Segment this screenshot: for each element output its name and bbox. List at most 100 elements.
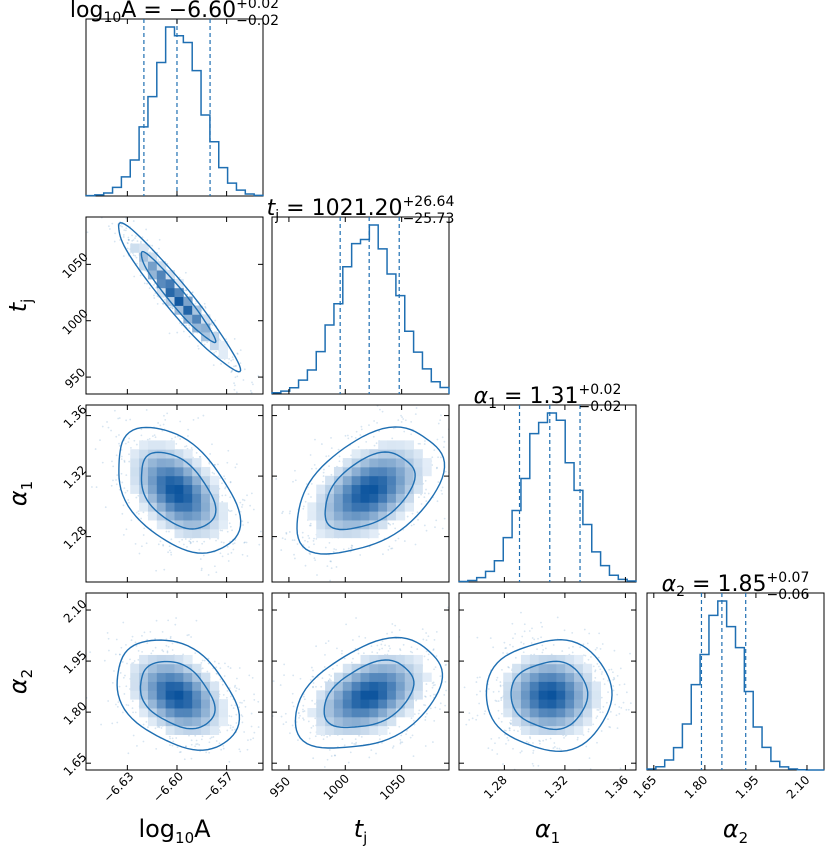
density-cell [130, 672, 140, 682]
sample-point [309, 524, 312, 527]
sample-point [612, 689, 615, 692]
hist-panel-alpha_2 [646, 592, 825, 771]
sample-point [418, 709, 421, 712]
density-cell [574, 725, 584, 735]
sample-point [586, 642, 589, 645]
y-tick-label: 1.80 [61, 699, 90, 728]
sample-point [243, 541, 246, 544]
sample-point [101, 425, 104, 428]
density-cell [209, 493, 220, 503]
sample-point [392, 745, 395, 748]
sample-point [403, 430, 406, 433]
sample-point [439, 708, 441, 711]
sample-point [520, 641, 523, 644]
sample-point [116, 474, 119, 477]
sample-point [541, 651, 544, 654]
density-cell [209, 681, 220, 691]
title-plus-error: +0.02 [236, 0, 279, 12]
sample-point [258, 543, 261, 546]
density-cell [342, 511, 353, 521]
sample-point [219, 529, 222, 532]
density-layer [258, 396, 449, 582]
sample-point [232, 707, 235, 709]
sample-point [599, 711, 602, 714]
sample-point [437, 456, 439, 459]
sample-point [229, 481, 232, 484]
sample-point [598, 632, 601, 635]
sample-point [344, 434, 347, 437]
sample-point [134, 237, 136, 240]
sample-point [115, 200, 117, 202]
sample-point [127, 239, 130, 241]
density-cell [183, 520, 193, 530]
sample-point [506, 736, 509, 739]
sample-point [350, 396, 352, 398]
sample-point [335, 548, 337, 551]
sample-point [224, 486, 227, 489]
density-cell [325, 716, 335, 727]
sample-point [124, 674, 126, 677]
sample-point [168, 332, 171, 335]
sample-point [128, 437, 130, 440]
density-cell [130, 681, 140, 691]
sample-point [572, 645, 574, 648]
density-cell [395, 475, 406, 486]
density-cell [174, 502, 184, 512]
density-cell [512, 663, 522, 674]
sample-point [394, 539, 397, 542]
sample-point [302, 704, 305, 707]
sample-point [262, 395, 264, 397]
sample-point [258, 523, 260, 525]
sample-point [330, 473, 333, 476]
sample-point [136, 240, 139, 242]
sample-point [425, 529, 428, 532]
sample-point [506, 652, 509, 655]
sample-point [311, 675, 314, 678]
sample-point [114, 203, 116, 205]
sample-point [108, 184, 110, 186]
sample-point [323, 766, 326, 768]
density-cell [529, 699, 540, 709]
sample-point [424, 440, 426, 442]
sample-point [247, 739, 249, 742]
sample-point [145, 542, 148, 545]
density-cell [342, 716, 353, 727]
sample-point [227, 724, 230, 726]
density-cell [360, 654, 370, 665]
sample-point [357, 652, 360, 655]
sample-point [443, 694, 446, 696]
sample-point [243, 731, 246, 733]
sample-point [141, 650, 143, 653]
sample-point [235, 391, 238, 394]
sample-point [391, 631, 393, 634]
sample-point [607, 679, 610, 682]
sample-point [145, 228, 148, 231]
density-cell [538, 681, 548, 691]
sample-point [120, 458, 123, 461]
sample-point [128, 453, 130, 456]
density-cell [325, 502, 335, 512]
sample-point [122, 234, 125, 236]
sample-point [508, 727, 511, 730]
sample-point [169, 737, 171, 740]
sample-point [398, 629, 401, 631]
density-cell [351, 449, 361, 459]
sample-point [315, 537, 318, 540]
sample-point [155, 569, 158, 572]
sample-point [436, 438, 439, 441]
sample-point [251, 676, 254, 679]
density-cell [404, 708, 414, 718]
sample-point [304, 500, 307, 503]
sample-point [347, 761, 350, 764]
sample-point [154, 436, 157, 439]
sample-point [234, 513, 237, 516]
sample-point [441, 486, 444, 489]
axis-subscript: j [18, 299, 36, 304]
density-cell [413, 466, 423, 477]
sample-point [118, 685, 121, 688]
density-cell [174, 672, 184, 682]
sample-point [219, 477, 221, 479]
sample-point [107, 426, 110, 429]
sample-point [153, 297, 156, 299]
density-cell [351, 475, 361, 486]
